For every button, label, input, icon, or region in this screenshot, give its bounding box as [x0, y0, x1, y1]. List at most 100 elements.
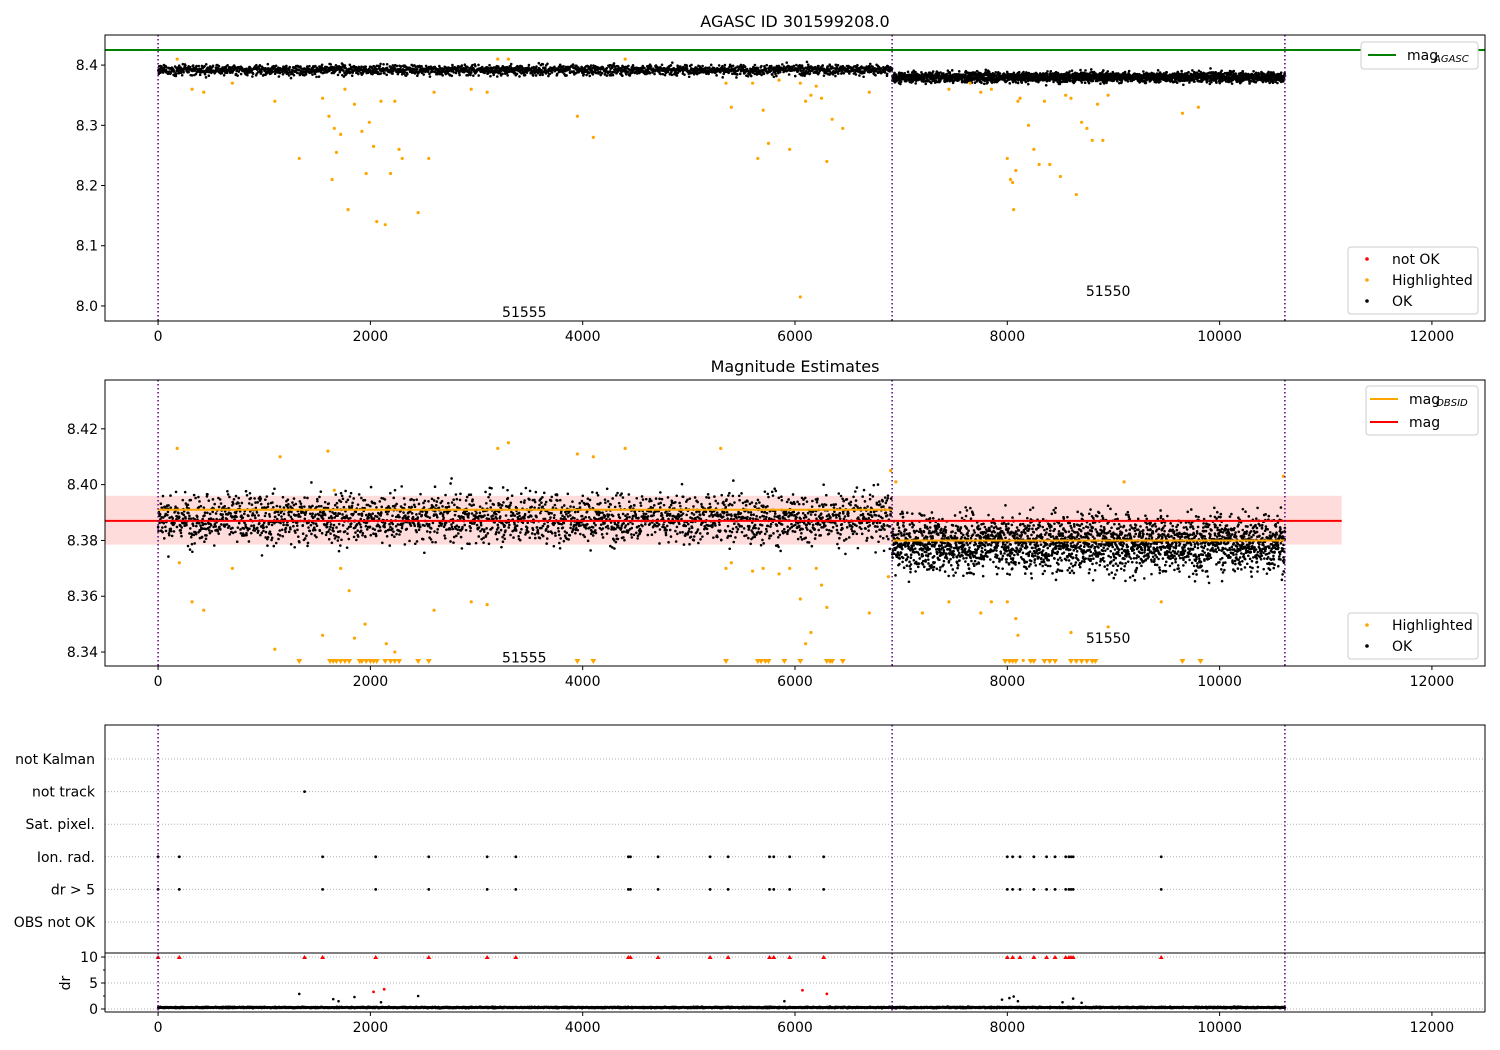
- highlighted-point: [427, 156, 431, 161]
- ok-point: [588, 74, 592, 78]
- ok-point: [1026, 82, 1030, 86]
- highlighted-point: [1016, 99, 1020, 103]
- ok-point: [360, 65, 363, 68]
- highlighted-point: [575, 114, 579, 118]
- x-tick-label: 8000: [989, 329, 1025, 345]
- ok-point: [994, 71, 998, 74]
- ok-point: [344, 66, 347, 70]
- ok-point: [258, 64, 262, 67]
- highlighted-point: [947, 87, 951, 91]
- ok-point: [550, 71, 554, 74]
- ok-point: [911, 72, 914, 76]
- ok-point: [961, 80, 965, 84]
- ok-point: [965, 80, 969, 84]
- ok-point: [587, 71, 591, 75]
- ok-point: [1123, 70, 1127, 74]
- ok-point: [899, 82, 902, 86]
- ok-point: [1127, 69, 1131, 73]
- highlighted-point: [371, 144, 376, 148]
- ok-point: [414, 65, 417, 69]
- ok-point: [171, 516, 175, 520]
- ok-point: [831, 73, 835, 76]
- highlighted-point: [798, 295, 802, 299]
- ok-point: [161, 494, 165, 498]
- highlighted-point: [1196, 105, 1200, 109]
- ok-point: [1120, 78, 1124, 81]
- ok-point: [723, 63, 727, 67]
- ok-point: [856, 63, 859, 67]
- legend-label: not OK: [1392, 252, 1440, 268]
- ok-point: [627, 64, 630, 68]
- ok-point: [1208, 82, 1212, 86]
- ok-point: [939, 79, 942, 82]
- ok-point: [670, 73, 674, 77]
- ok-point: [422, 73, 426, 76]
- ok-point: [1012, 71, 1016, 75]
- ok-point: [562, 65, 565, 68]
- ok-point: [1267, 70, 1270, 74]
- y-tick-label: 8.4: [76, 58, 98, 74]
- ok-point: [170, 534, 174, 538]
- ok-point: [523, 73, 527, 77]
- ok-point: [489, 74, 492, 78]
- ok-point: [950, 69, 954, 72]
- ok-point: [289, 76, 293, 80]
- highlighted-point: [360, 129, 364, 133]
- highlighted-point: [968, 81, 972, 85]
- ok-point: [399, 65, 403, 68]
- ok-point: [734, 66, 737, 70]
- ok-point: [428, 72, 431, 76]
- highlighted-point: [1074, 192, 1078, 197]
- ok-point: [534, 74, 538, 77]
- ok-point: [1070, 69, 1074, 72]
- highlighted-point: [485, 90, 489, 94]
- ok-point: [308, 64, 311, 68]
- ok-point: [433, 70, 437, 74]
- ok-point: [709, 63, 713, 67]
- ok-point: [692, 72, 696, 76]
- ok-point: [575, 64, 578, 68]
- ok-point: [179, 71, 183, 75]
- ok-point: [227, 68, 231, 72]
- legend-marker: [1365, 299, 1369, 303]
- ok-point: [225, 71, 229, 75]
- ok-point: [888, 70, 891, 73]
- ok-point: [787, 73, 791, 76]
- ok-point: [1078, 76, 1082, 80]
- ok-point: [660, 63, 664, 67]
- highlighted-point: [388, 171, 393, 176]
- ok-point: [980, 81, 983, 85]
- ok-point: [669, 64, 673, 67]
- ok-point: [753, 63, 757, 67]
- ok-point: [278, 71, 282, 75]
- ok-point: [781, 63, 784, 66]
- ok-point: [204, 63, 208, 66]
- ok-point: [1279, 80, 1283, 84]
- highlighted-point: [379, 99, 383, 103]
- ok-point: [1187, 70, 1190, 74]
- ok-point: [585, 68, 589, 72]
- ok-point: [611, 65, 614, 69]
- ok-point: [483, 71, 486, 75]
- ok-point: [1084, 69, 1087, 72]
- highlighted-point: [432, 90, 436, 94]
- ok-point: [793, 74, 797, 78]
- ok-point: [1159, 80, 1162, 83]
- ok-point: [1249, 79, 1253, 83]
- ok-point: [1046, 72, 1049, 76]
- ok-point: [806, 63, 810, 66]
- x-tick-label: 12000: [1410, 329, 1455, 345]
- ok-point: [273, 72, 277, 76]
- ok-point: [205, 70, 209, 74]
- highlighted-point: [364, 171, 368, 176]
- highlighted-point: [469, 87, 473, 91]
- ok-point: [222, 73, 226, 77]
- highlighted-point: [750, 81, 755, 85]
- ok-point: [1248, 82, 1251, 85]
- ok-point: [836, 63, 840, 67]
- ok-point: [356, 72, 360, 76]
- ok-point: [589, 64, 593, 67]
- ok-point: [204, 76, 208, 79]
- highlighted-point: [1026, 123, 1031, 127]
